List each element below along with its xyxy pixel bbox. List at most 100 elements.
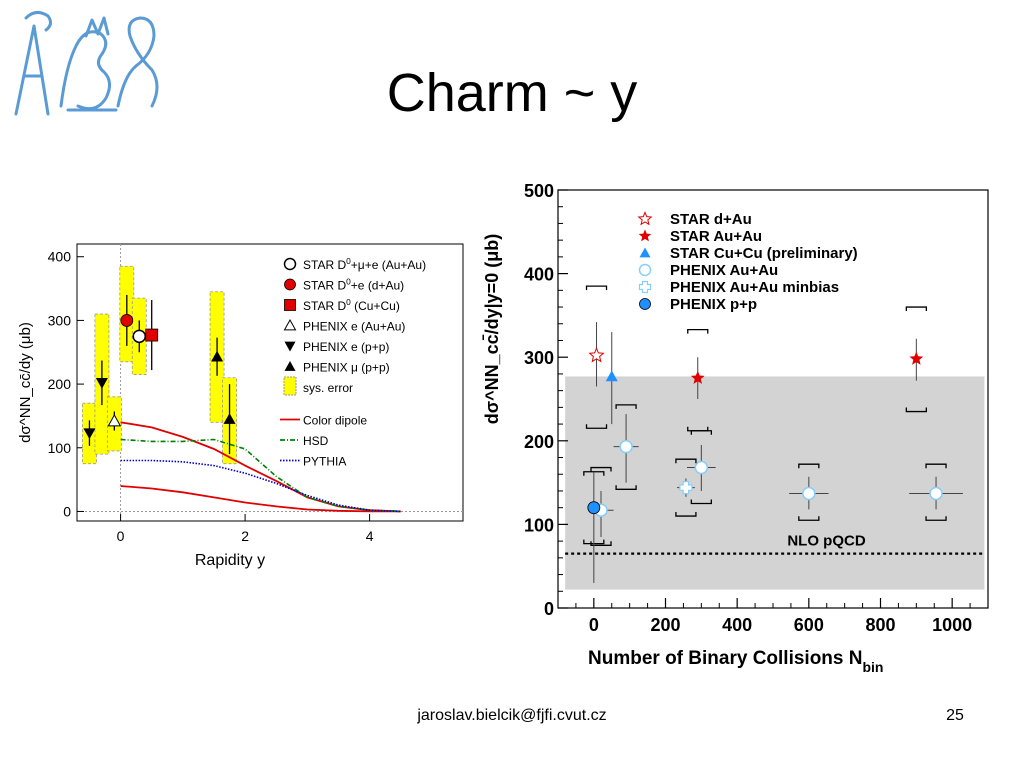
data-point [909, 351, 924, 365]
y-tick-label: 0 [544, 599, 554, 619]
page-number: 25 [946, 707, 964, 724]
x-tick-label: 400 [722, 615, 752, 635]
legend-label: PHENIX e (p+p) [303, 340, 389, 354]
legend-marker [638, 263, 652, 277]
sys-bracket [690, 430, 712, 435]
x-tick-label: 2 [241, 528, 249, 544]
nlo-pqcd-label: NLO pQCD [787, 533, 865, 550]
x-tick-label: 800 [865, 615, 895, 635]
data-point [211, 350, 224, 362]
legend-label: PHENIX Au+Au [670, 262, 778, 279]
x-tick-label: 200 [650, 615, 680, 635]
sys-bracket [585, 424, 608, 429]
legend-label: Color dipole [303, 414, 367, 428]
sys-bracket [675, 458, 697, 464]
sys-bracket [905, 306, 927, 312]
data-point [120, 314, 134, 327]
sys-bracket [925, 516, 947, 521]
legend-marker [284, 278, 296, 291]
legend: STAR D0+μ+e (Au+Au) STAR D0+e (d+Au) STAR … [280, 256, 426, 469]
data-point [145, 328, 159, 342]
data-point [588, 346, 605, 363]
slide-title: Charm ~ y [386, 63, 638, 123]
y-tick-label: 0 [63, 503, 71, 519]
legend-marker [638, 229, 652, 242]
legend-marker [284, 299, 296, 311]
data-point [223, 413, 236, 424]
sys-bracket [690, 499, 712, 505]
y-tick-label: 400 [524, 265, 554, 285]
x-axis-label: Rapidity y [195, 552, 265, 569]
legend-label: STAR Cu+Cu (preliminary) [670, 245, 858, 262]
data-point [95, 378, 108, 389]
x-tick-label: 0 [589, 615, 599, 635]
binary-collisions-chart: NLO pQCD 0 100 200 300 400 500 0 200 400 600 800 100… [482, 181, 989, 675]
x-tick-label: 4 [366, 528, 374, 544]
legend-label: PHENIX p+p [670, 296, 757, 313]
sys-bracket [925, 463, 947, 469]
y-axis-label: dσ^NN_cc̄/dy (μb) [17, 322, 34, 443]
curves [120, 421, 401, 513]
y-tick-label: 100 [524, 515, 554, 535]
data-point [132, 329, 147, 344]
data-point [587, 501, 601, 515]
y-tick-label: 300 [48, 312, 72, 328]
sys-bracket [590, 466, 612, 472]
legend-label: PYTHIA [303, 455, 346, 469]
legend-label: PHENIX Au+Au minbias [670, 279, 839, 296]
data-points [83, 294, 236, 455]
data-point [929, 486, 943, 501]
theory-band [565, 376, 985, 590]
sys-bracket [687, 328, 709, 334]
data-point [107, 413, 122, 427]
legend-marker [283, 318, 297, 331]
data-point [619, 439, 633, 454]
data-point [694, 460, 709, 475]
sys-bracket [675, 512, 697, 517]
data-point [690, 370, 705, 384]
sys-bracket [583, 471, 605, 476]
sys-bracket [615, 404, 637, 409]
y-tick-label: 200 [524, 432, 554, 452]
y-tick-label: 400 [48, 249, 72, 265]
legend-label: HSD [303, 434, 329, 448]
university-logo [14, 11, 159, 116]
legend-box [283, 376, 297, 396]
legend-marker [284, 361, 296, 371]
legend-label: STAR Au+Au [670, 228, 762, 245]
data-point [605, 370, 618, 382]
legend-marker [637, 211, 653, 226]
plot-frame [76, 243, 464, 522]
y-tick-label: 500 [524, 181, 554, 201]
legend-marker [639, 298, 651, 310]
legend-marker [284, 341, 296, 352]
legend-marker [283, 257, 297, 271]
x-axis-label: Number of Binary Collisions Nbin [588, 648, 883, 675]
y-tick-label: 100 [48, 440, 72, 456]
sys-bracket [905, 407, 927, 413]
data-point [802, 486, 816, 501]
legend-label: STAR D0+μ+e (Au+Au) [303, 256, 426, 272]
legend-label: STAR D0 (Cu+Cu) [303, 297, 400, 313]
legend-label: sys. error [303, 381, 353, 395]
x-tick-label: 0 [117, 528, 125, 544]
sys-bracket [798, 516, 820, 521]
legend-label: STAR d+Au [670, 211, 752, 228]
y-tick-label: 200 [48, 376, 72, 392]
sys-bracket [585, 285, 608, 291]
curve-color-dipole [120, 485, 401, 513]
axes: 0 100 200 300 400 0 2 4 Rapidity y dσ^NN_cc̄/dy (… [17, 249, 374, 569]
y-tick-label: 300 [524, 348, 554, 368]
data-point [679, 481, 693, 495]
sys-bracket [798, 463, 820, 469]
legend-marker [639, 247, 651, 258]
legend-label: PHENIX e (Au+Au) [303, 320, 405, 334]
x-tick-label: 1000 [932, 615, 972, 635]
data-point [83, 428, 96, 440]
legend-marker [638, 280, 652, 294]
sys-bracket [615, 485, 637, 490]
footer-email: jaroslav.bielcik@fjfi.cvut.cz [417, 707, 607, 724]
curve-pythia [120, 459, 401, 513]
rapidity-chart: 0 100 200 300 400 0 2 4 Rapidity y dσ^NN_cc̄/dy (… [17, 243, 464, 569]
